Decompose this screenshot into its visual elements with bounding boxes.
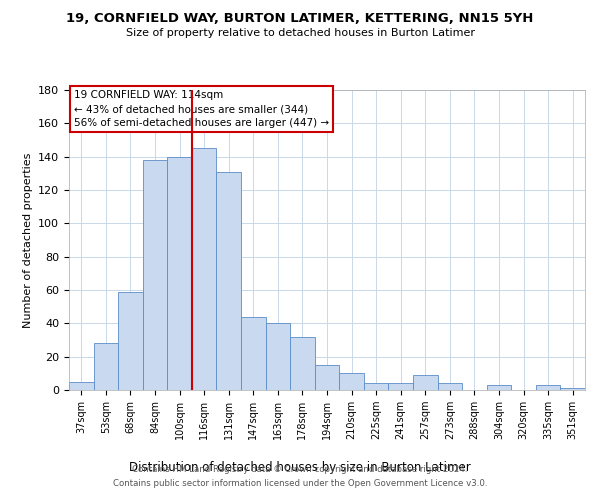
Bar [192,148,217,390]
Bar [487,385,511,390]
Bar [413,375,437,390]
Bar [388,384,413,390]
Text: 19 CORNFIELD WAY: 114sqm
← 43% of detached houses are smaller (344)
56% of semi-: 19 CORNFIELD WAY: 114sqm ← 43% of detach… [74,90,329,128]
Bar [437,384,462,390]
Bar [118,292,143,390]
Bar [69,382,94,390]
Bar [536,385,560,390]
Bar [241,316,266,390]
Bar [217,172,241,390]
Bar [315,365,339,390]
Bar [94,344,118,390]
Text: Distribution of detached houses by size in Burton Latimer: Distribution of detached houses by size … [129,461,471,474]
Text: Contains HM Land Registry data © Crown copyright and database right 2024.
Contai: Contains HM Land Registry data © Crown c… [113,466,487,487]
Y-axis label: Number of detached properties: Number of detached properties [23,152,32,328]
Text: Size of property relative to detached houses in Burton Latimer: Size of property relative to detached ho… [125,28,475,38]
Bar [266,324,290,390]
Bar [143,160,167,390]
Bar [560,388,585,390]
Bar [364,384,388,390]
Bar [167,156,192,390]
Bar [339,374,364,390]
Text: 19, CORNFIELD WAY, BURTON LATIMER, KETTERING, NN15 5YH: 19, CORNFIELD WAY, BURTON LATIMER, KETTE… [67,12,533,26]
Bar [290,336,315,390]
